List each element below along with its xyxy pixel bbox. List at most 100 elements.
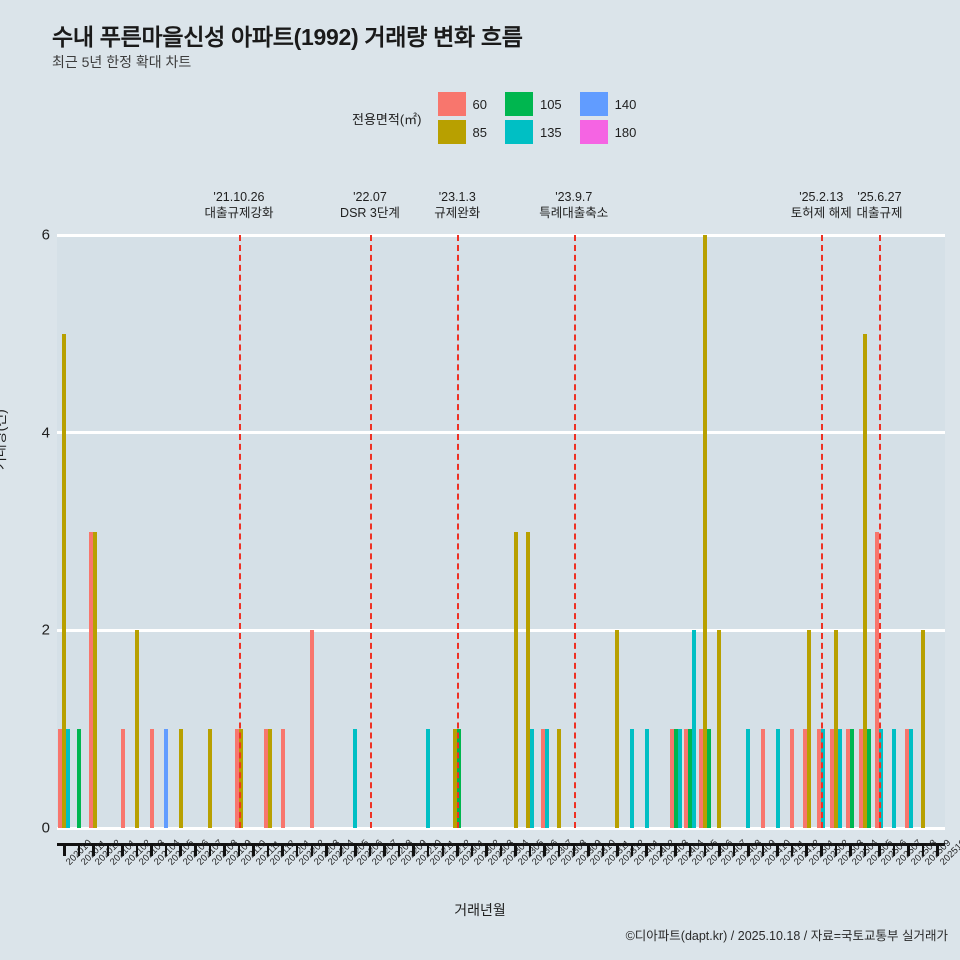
bar-202012-85[interactable] <box>93 531 98 828</box>
x-tick-202310 <box>587 843 590 856</box>
x-tick-202305 <box>514 843 517 856</box>
bar-202108-85[interactable] <box>207 729 212 828</box>
event-desc: 규제완화 <box>434 205 481 220</box>
bar-202010-60[interactable] <box>58 729 63 828</box>
event-line-202110 <box>238 235 241 828</box>
bar-202206-135[interactable] <box>353 729 358 828</box>
x-tick-202203 <box>310 843 313 856</box>
bar-202306-135[interactable] <box>530 729 535 828</box>
bar-202307-135[interactable] <box>544 729 549 828</box>
x-tick-202210 <box>412 843 415 856</box>
bar-202301-85[interactable] <box>453 729 458 828</box>
bar-202112-60[interactable] <box>264 729 269 828</box>
bar-202503-135[interactable] <box>837 729 842 828</box>
legend-item-140[interactable]: 140 <box>579 92 637 116</box>
bar-202508-60[interactable] <box>904 729 909 828</box>
bar-202102-60[interactable] <box>120 729 125 828</box>
event-label-202506: '25.6.27 대출규제 <box>856 190 902 221</box>
bar-202407-85[interactable] <box>717 630 722 828</box>
bar-202112-85[interactable] <box>268 729 273 828</box>
bar-202501-85[interactable] <box>806 630 811 828</box>
bar-202010-85[interactable] <box>62 333 67 828</box>
bar-202410-60[interactable] <box>761 729 766 828</box>
x-tick-202205 <box>339 843 343 856</box>
legend-label-60: 60 <box>472 96 487 112</box>
bar-202306-85[interactable] <box>526 531 531 828</box>
bar-202211-135[interactable] <box>426 729 431 828</box>
bar-202409-135[interactable] <box>746 729 751 828</box>
bar-202504-60[interactable] <box>846 729 851 828</box>
bar-202507-135[interactable] <box>892 729 897 828</box>
event-date: '23.9.7 <box>555 190 593 204</box>
legend-item-135[interactable]: 135 <box>504 120 562 144</box>
event-date: '25.6.27 <box>857 190 902 204</box>
x-tick-202206 <box>354 843 357 856</box>
bar-202105-140[interactable] <box>164 729 169 828</box>
event-date: '25.2.13 <box>799 190 844 204</box>
bar-202505-105[interactable] <box>866 729 871 828</box>
bar-202110-60[interactable] <box>234 729 239 828</box>
bar-202505-60[interactable] <box>858 729 863 828</box>
bar-202106-85[interactable] <box>178 729 183 828</box>
bar-202501-60[interactable] <box>802 729 807 828</box>
legend-item-180[interactable]: 180 <box>579 120 636 144</box>
y-tick-label-0: 0 <box>41 819 50 837</box>
bar-202509-85[interactable] <box>921 630 926 828</box>
bar-202412-60[interactable] <box>790 729 795 828</box>
bar-202411-135[interactable] <box>775 729 780 828</box>
gridline-2 <box>57 628 945 632</box>
bar-202406-85[interactable] <box>702 235 707 828</box>
bar-202502-60[interactable] <box>817 729 822 828</box>
bar-202503-85[interactable] <box>833 630 838 828</box>
x-tick-202506 <box>878 843 881 856</box>
bar-202401-135[interactable] <box>630 729 635 828</box>
bar-202012-60[interactable] <box>89 531 94 828</box>
bar-202505-85[interactable] <box>862 333 867 828</box>
bar-202405-135[interactable] <box>692 630 697 828</box>
x-tick-202406 <box>703 843 707 856</box>
bar-202201-60[interactable] <box>280 729 285 828</box>
legend-swatch-60 <box>437 92 466 116</box>
bar-202011-105[interactable] <box>76 729 81 828</box>
x-tick-202309 <box>572 843 576 856</box>
bar-202301-105[interactable] <box>457 729 462 828</box>
bar-202503-60[interactable] <box>829 729 834 828</box>
bar-202406-105[interactable] <box>706 729 711 828</box>
bar-202104-60[interactable] <box>149 729 154 828</box>
x-tick-202403 <box>659 843 663 856</box>
bar-202502-135[interactable] <box>821 729 826 828</box>
x-tick-202301 <box>456 843 459 856</box>
bar-202110-85[interactable] <box>238 729 243 828</box>
bar-202307-60[interactable] <box>540 729 545 828</box>
x-tick-202209 <box>397 843 401 856</box>
x-tick-202107 <box>194 843 197 856</box>
bar-202308-85[interactable] <box>557 729 562 828</box>
x-tick-202010 <box>63 843 66 856</box>
bar-202508-135[interactable] <box>908 729 913 828</box>
legend-swatch-105 <box>504 92 533 116</box>
x-tick-202201 <box>281 843 284 856</box>
event-line-202506 <box>879 235 882 828</box>
event-line-202207 <box>369 235 372 828</box>
bar-202103-85[interactable] <box>135 630 140 828</box>
bar-202010-135[interactable] <box>66 729 71 828</box>
bar-202402-135[interactable] <box>644 729 649 828</box>
gridline-4 <box>57 431 945 435</box>
bar-202504-105[interactable] <box>850 729 855 828</box>
bar-202305-85[interactable] <box>513 531 518 828</box>
bar-202506-135[interactable] <box>879 729 884 828</box>
legend-label-140: 140 <box>614 96 637 112</box>
bar-202203-60[interactable] <box>309 630 314 828</box>
bar-202404-135[interactable] <box>677 729 682 828</box>
bar-202405-105[interactable] <box>688 729 693 828</box>
bar-202312-85[interactable] <box>615 630 620 828</box>
bar-202404-105[interactable] <box>673 729 678 828</box>
legend-item-60[interactable]: 60 <box>437 92 487 116</box>
bar-202404-60[interactable] <box>669 729 674 828</box>
x-tick-202112 <box>266 843 270 856</box>
bar-202406-60[interactable] <box>698 729 703 828</box>
legend-item-105[interactable]: 105 <box>504 92 562 116</box>
legend-item-85[interactable]: 85 <box>437 120 487 144</box>
bar-202506-60[interactable] <box>875 531 880 828</box>
bar-202405-60[interactable] <box>684 729 689 828</box>
